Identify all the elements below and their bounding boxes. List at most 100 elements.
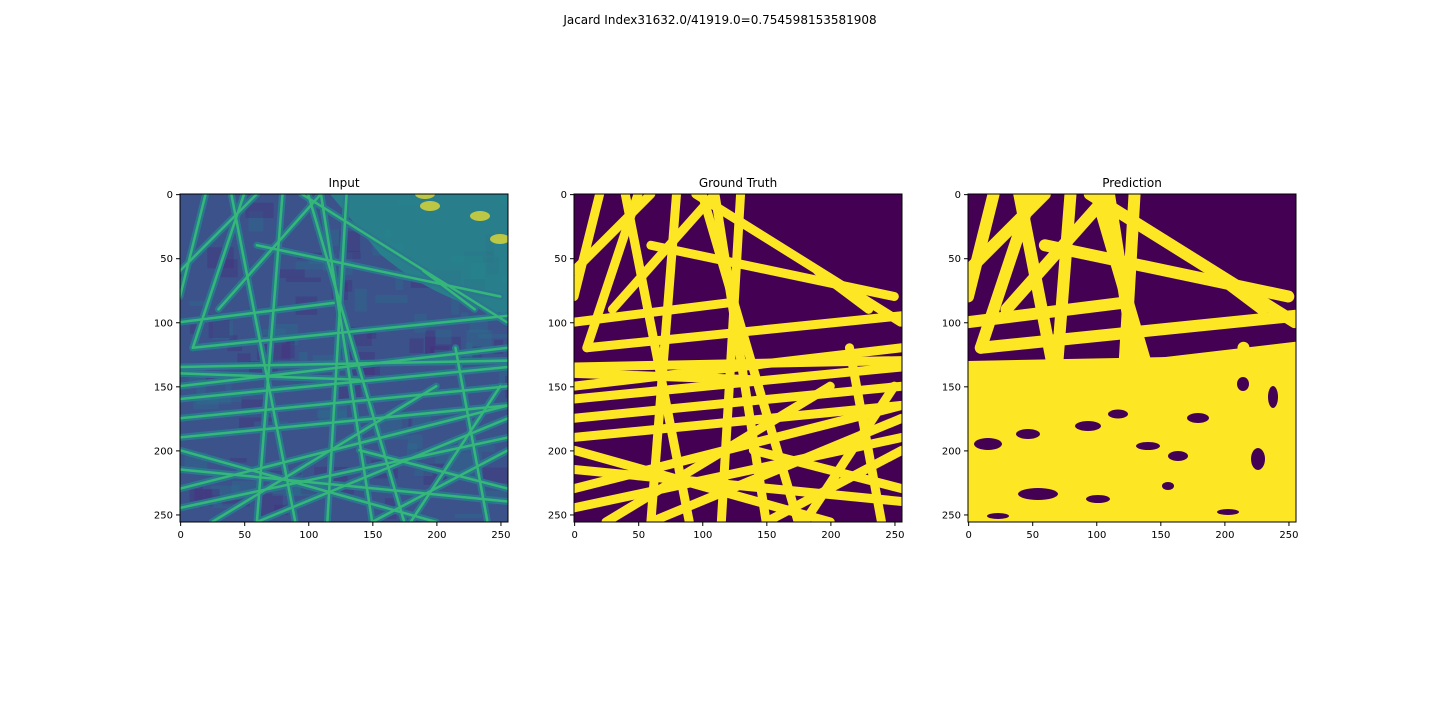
y-tick-label: 200 [942, 446, 961, 457]
film-region [330, 194, 508, 314]
fiber [191, 194, 246, 349]
hole [1168, 451, 1188, 461]
texture-patch [425, 330, 435, 336]
texture-patch [478, 334, 508, 339]
x-tick-label: 250 [491, 530, 510, 541]
hole [987, 513, 1009, 519]
y-tick-label: 150 [548, 382, 567, 393]
fiber [574, 400, 902, 442]
panel-input: 0 50 100 150 200 250 0 50 100 150 200 250 Input [154, 176, 511, 541]
x-tick-label: 0 [965, 530, 971, 541]
texture-patch [248, 211, 264, 232]
fiber [180, 436, 508, 510]
panel-title: Ground Truth [699, 176, 777, 190]
texture-patch [211, 485, 240, 495]
fiber [210, 384, 438, 522]
fiber [180, 372, 361, 382]
texture-patch [229, 458, 247, 463]
x-tick-label: 100 [1087, 530, 1106, 541]
x-tick-label: 50 [632, 530, 645, 541]
fiber [574, 194, 605, 301]
texture-patch [231, 480, 257, 493]
texture-patch [454, 513, 483, 519]
hole [1237, 377, 1249, 391]
fiber [710, 194, 771, 522]
x-tick-label: 100 [693, 530, 712, 541]
hole [1086, 495, 1110, 503]
fiber [968, 194, 1051, 277]
hole [1162, 482, 1174, 490]
fiber [180, 365, 508, 401]
x-tick-label: 50 [238, 530, 251, 541]
fiber [409, 384, 502, 522]
highlight-spot [415, 194, 435, 199]
fiber [180, 359, 508, 369]
fiber [230, 194, 297, 522]
texture-patch [281, 340, 295, 359]
x-tick-label: 200 [821, 530, 840, 541]
texture-patch [375, 295, 408, 303]
highlight-spot [490, 234, 508, 244]
fiber [217, 194, 323, 311]
fiber [300, 194, 508, 324]
fiber [646, 240, 899, 301]
texture-patch [414, 469, 433, 477]
fiber [422, 269, 476, 311]
y-tick-label: 50 [554, 254, 567, 265]
y-tick-label: 0 [955, 190, 961, 201]
fiber [1038, 239, 1295, 303]
x-tick-label: 50 [1026, 530, 1039, 541]
fiber [748, 445, 902, 494]
y-tick-label: 50 [948, 254, 961, 265]
y-tick-label: 0 [561, 190, 567, 201]
hole [1251, 448, 1265, 470]
texture-patch [189, 300, 211, 306]
hole [1268, 386, 1278, 408]
y-tick-label: 250 [942, 510, 961, 521]
texture-patch [466, 329, 492, 349]
fiber [620, 194, 694, 522]
texture-patch [221, 499, 250, 507]
axes-frame [573, 193, 903, 523]
texture-patch [354, 288, 367, 312]
panel-prediction: 0 50 100 150 200 250 0 50 100 150 200 250 Prediction [942, 176, 1299, 541]
y-tick-label: 250 [548, 510, 567, 521]
texture-patch [189, 324, 200, 334]
fiber [601, 381, 835, 522]
texture-patch [329, 229, 340, 246]
fiber [761, 445, 902, 522]
panel-ground-truth: 0 50 100 150 200 250 0 50 100 150 200 250 Ground Tru… [548, 176, 905, 541]
texture-patch [213, 503, 238, 508]
texture-patch [451, 297, 460, 315]
fiber [255, 416, 508, 522]
y-tick-label: 100 [548, 318, 567, 329]
y-tick-label: 50 [160, 254, 173, 265]
y-tick-label: 200 [548, 446, 567, 457]
texture-patch [401, 415, 412, 436]
texture-patch [435, 329, 452, 345]
texture-patch [285, 277, 321, 282]
hole [1187, 413, 1209, 423]
y-tick-label: 150 [942, 382, 961, 393]
texture-patch [430, 346, 449, 358]
fiber [180, 404, 508, 439]
fiber [180, 194, 207, 298]
fiber [800, 381, 899, 522]
highlight-spot [470, 211, 490, 221]
fiber [358, 449, 508, 490]
texture-patch [505, 375, 508, 399]
fiber [574, 356, 902, 372]
predicted-region [968, 349, 1296, 522]
fiber [191, 314, 508, 349]
fiber [646, 413, 902, 522]
texture-patch [412, 415, 431, 427]
texture-patch [407, 434, 423, 449]
texture-patch [312, 354, 344, 366]
x-tick-label: 150 [1151, 530, 1170, 541]
x-tick-label: 100 [299, 530, 318, 541]
texture-patch [203, 489, 213, 506]
hole [1018, 488, 1058, 500]
texture-patch [229, 335, 238, 341]
hole [1136, 442, 1160, 450]
